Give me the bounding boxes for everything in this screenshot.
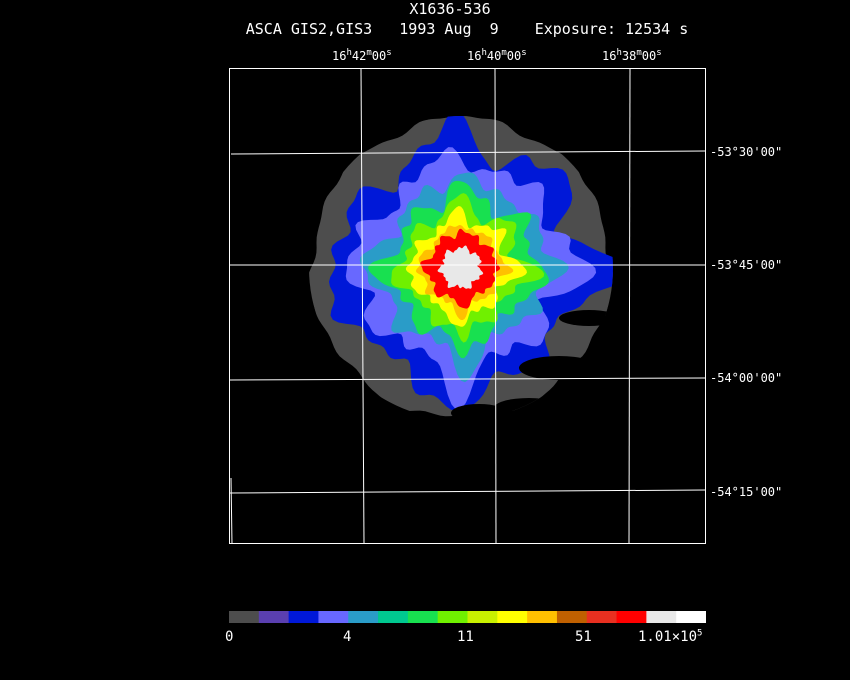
colorbar-swatch: [348, 611, 379, 623]
grid-line: [360, 68, 365, 544]
grid-line: [494, 68, 497, 544]
grid-line: [229, 377, 706, 381]
colorbar-label: 51: [575, 629, 592, 645]
colorbar-swatch: [676, 611, 706, 623]
dec-tick-label: -53°45'00": [710, 258, 783, 272]
colorbar-label: 11: [457, 629, 474, 645]
image-subtitle: ASCA GIS2,GIS3 1993 Aug 9 Exposure: 1253…: [245, 20, 689, 38]
colorbar-swatch: [616, 611, 647, 623]
image-title: X1636-536: [409, 0, 491, 18]
dark-patch: [559, 310, 613, 326]
dark-patch: [591, 338, 613, 378]
colorbar-swatch: [407, 611, 439, 623]
colorbar-swatch: [288, 611, 319, 623]
dark-patch: [519, 356, 599, 380]
ra-tick-label: 16h42m00s: [332, 48, 392, 64]
grid-line: [628, 68, 631, 544]
colorbar-swatch: [556, 611, 588, 623]
colorbar-swatch: [586, 611, 617, 623]
colorbar-swatch: [258, 611, 290, 623]
coordinate-grid: [229, 68, 706, 544]
dec-tick-label: -54°00'00": [710, 371, 783, 385]
ra-tick-label: 16h40m00s: [467, 48, 527, 64]
dark-patch: [494, 398, 564, 418]
grid-line: [230, 150, 706, 155]
xray-intensity-map: [309, 116, 613, 420]
colorbar-swatch: [497, 611, 528, 623]
colorbar-label: 1.01×105: [638, 628, 703, 645]
colorbar-swatch: [229, 611, 260, 623]
colorbar-swatch: [467, 611, 498, 623]
colorbar-swatch: [437, 611, 468, 623]
grid-line: [229, 489, 706, 494]
colorbar-swatch: [318, 611, 349, 623]
intensity-contour: [437, 245, 484, 289]
colorbar-swatch: [527, 611, 558, 623]
colorbar-swatch: [378, 611, 409, 623]
colorbar-swatch: [646, 611, 677, 623]
xray-image-frame: [229, 68, 706, 544]
colorbar: [229, 611, 706, 623]
colorbar-label: 4: [343, 629, 352, 645]
colorbar-label: 0: [225, 629, 234, 645]
dark-patch: [451, 404, 507, 420]
image-border: [229, 68, 706, 544]
ra-tick-label: 16h38m00s: [602, 48, 662, 64]
dec-tick-label: -54°15'00": [710, 485, 783, 499]
grid-line: [230, 477, 233, 544]
dec-tick-label: -53°30'00": [710, 145, 783, 159]
